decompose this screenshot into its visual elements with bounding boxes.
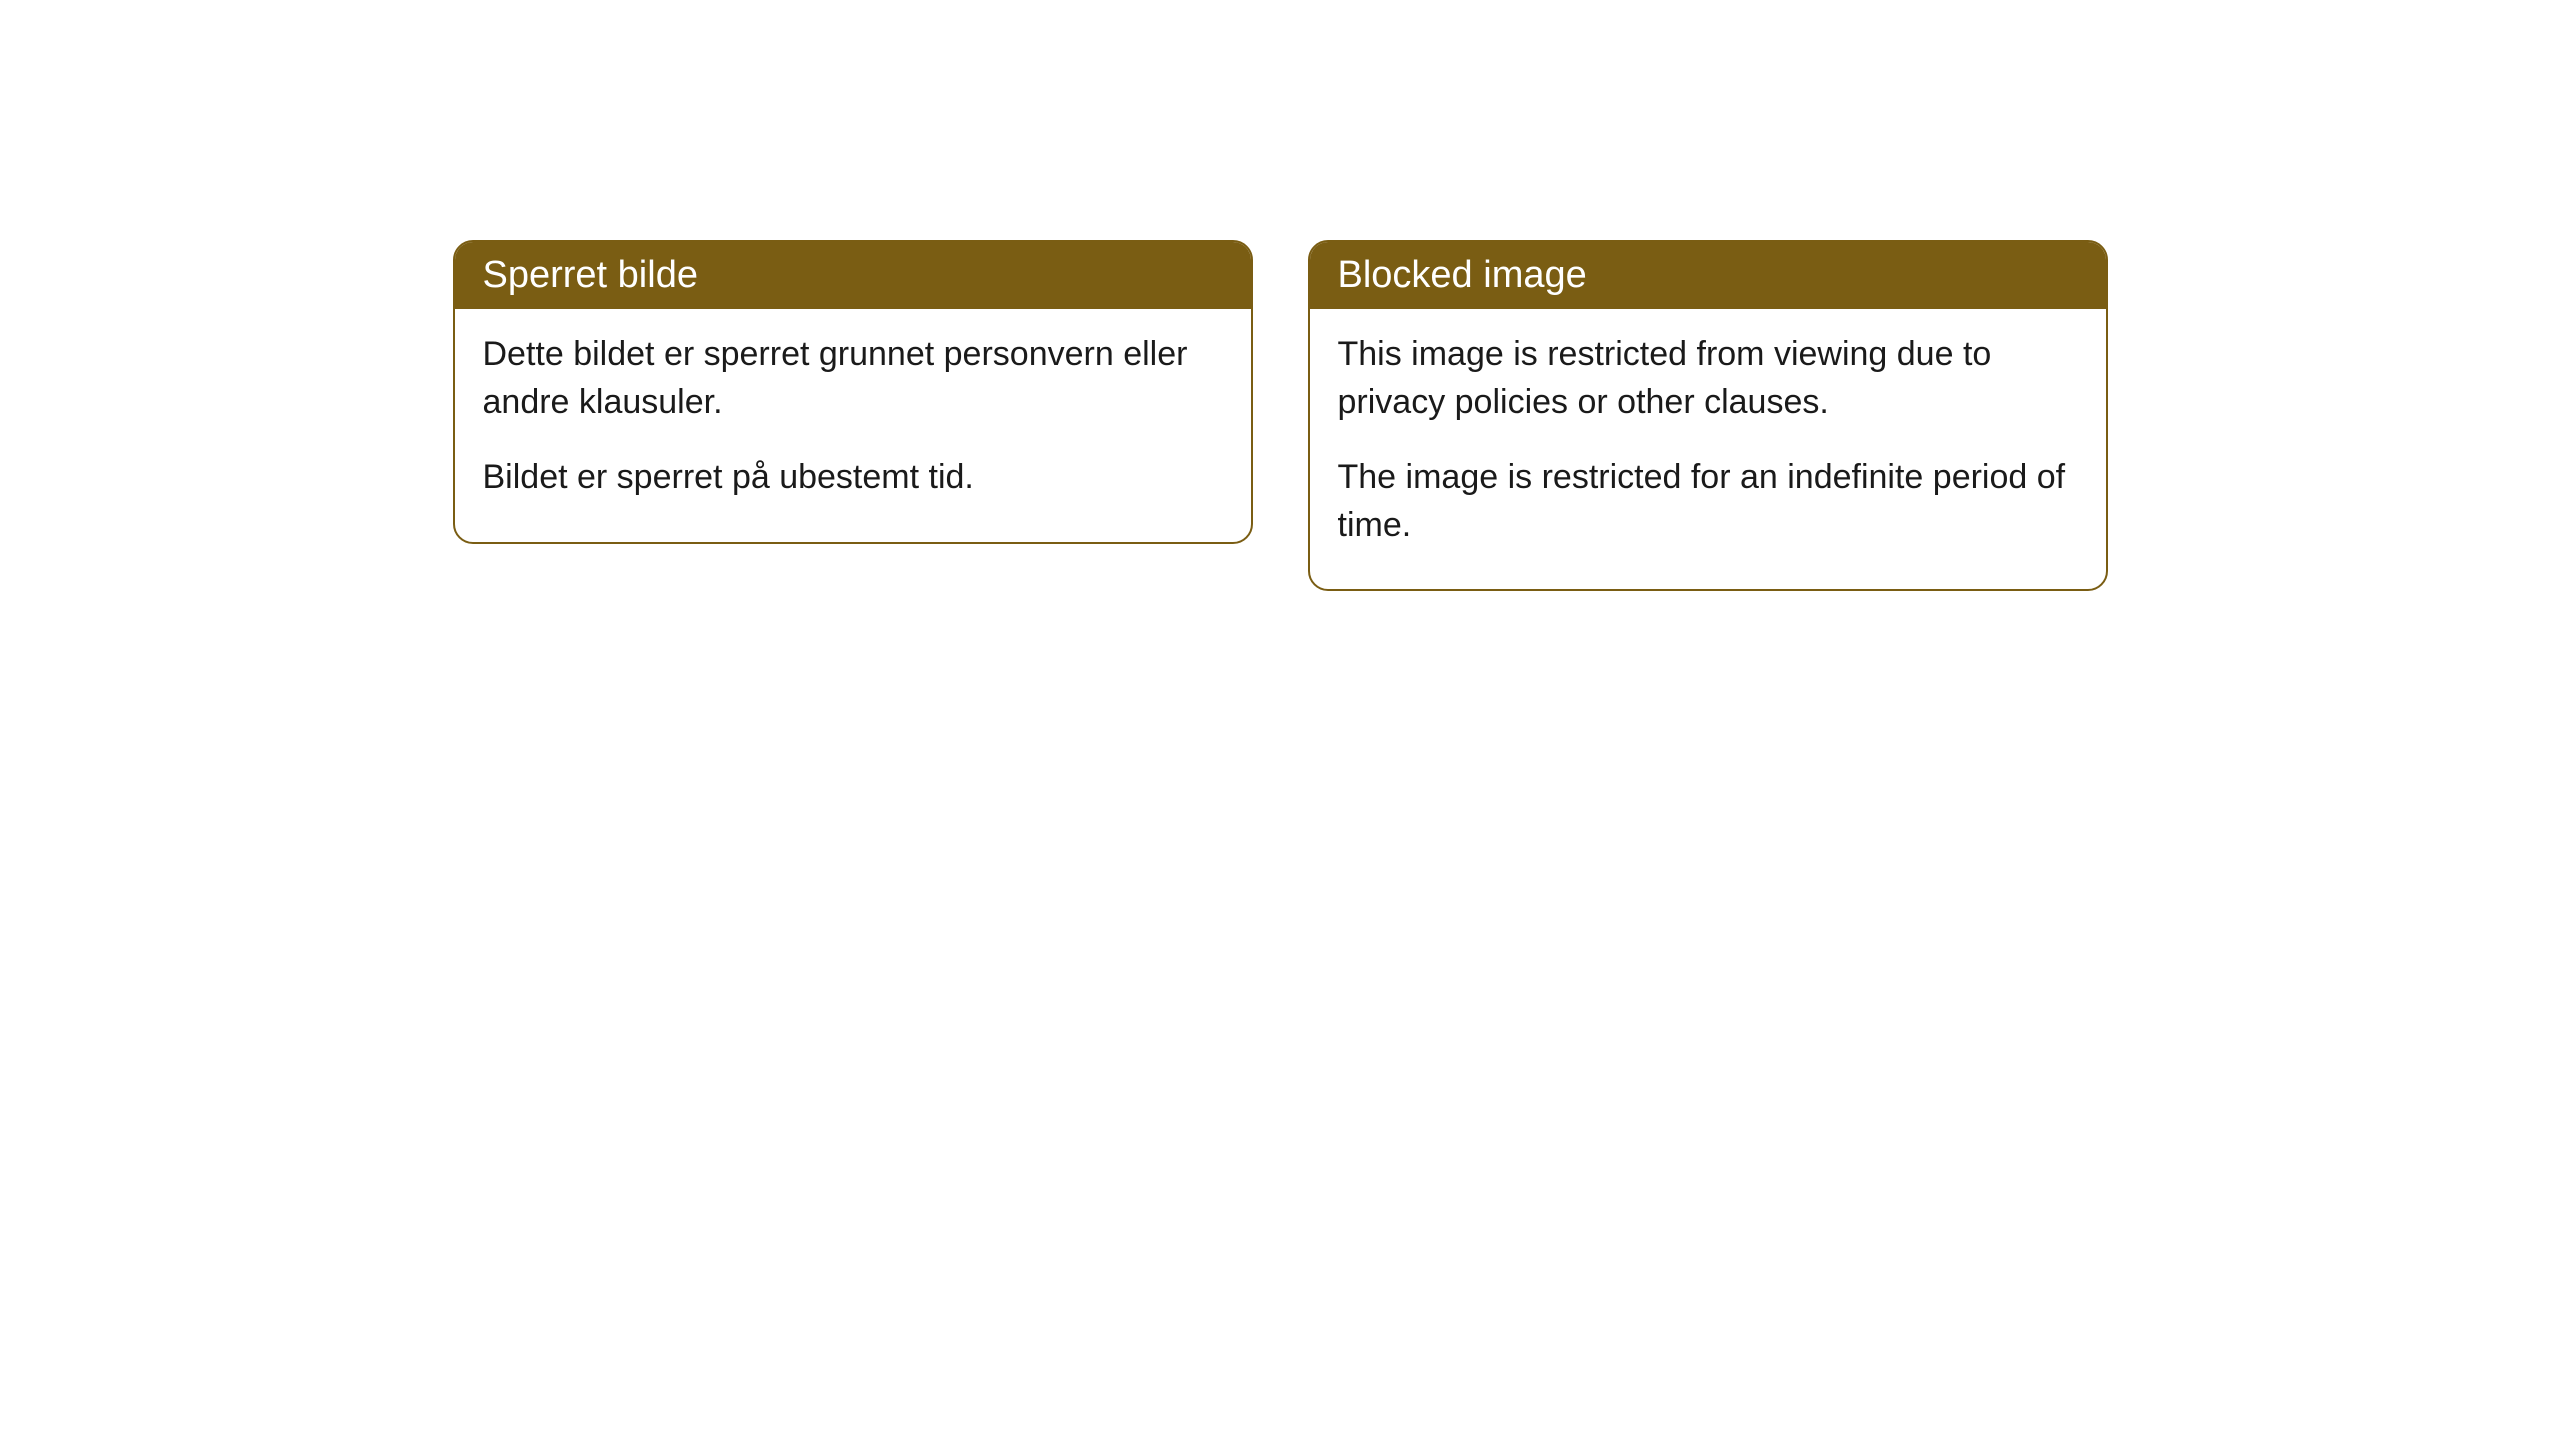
card-norwegian: Sperret bilde Dette bildet er sperret gr… bbox=[453, 240, 1253, 544]
card-english: Blocked image This image is restricted f… bbox=[1308, 240, 2108, 591]
cards-container: Sperret bilde Dette bildet er sperret gr… bbox=[453, 240, 2108, 1440]
card-paragraph: This image is restricted from viewing du… bbox=[1338, 331, 2078, 426]
card-paragraph: Bildet er sperret på ubestemt tid. bbox=[483, 454, 1223, 502]
card-header: Sperret bilde bbox=[455, 242, 1251, 309]
card-header: Blocked image bbox=[1310, 242, 2106, 309]
card-paragraph: Dette bildet er sperret grunnet personve… bbox=[483, 331, 1223, 426]
card-paragraph: The image is restricted for an indefinit… bbox=[1338, 454, 2078, 549]
card-body: This image is restricted from viewing du… bbox=[1310, 309, 2106, 589]
card-body: Dette bildet er sperret grunnet personve… bbox=[455, 309, 1251, 542]
